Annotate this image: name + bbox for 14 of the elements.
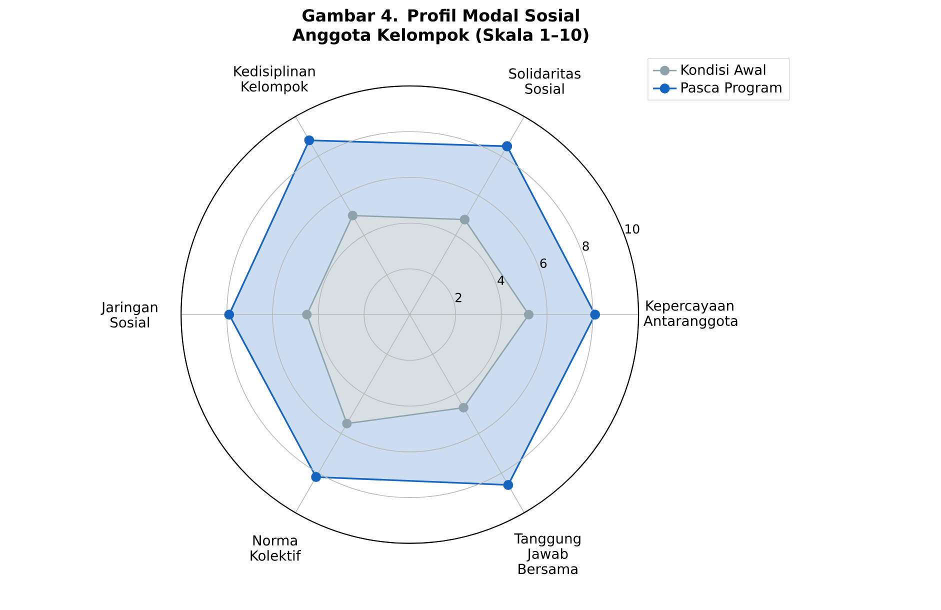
y-tick-label: 8 — [582, 241, 589, 251]
spoke-label: Solidaritas Sosial — [509, 68, 580, 94]
spoke-label: Tanggung Jawab Bersama — [514, 533, 580, 574]
spoke-label: Norma Kolektif — [250, 535, 302, 561]
y-tick-label: 2 — [456, 292, 462, 302]
chart-title: Gambar 4. Profil Modal Sosial Anggota Kelompok (Skala 1–10) — [292, 8, 588, 44]
legend-label: Pasca Program — [682, 82, 782, 96]
y-tick-label: 4 — [498, 276, 504, 285]
spoke-label: Kepercayaan Antaranggota — [644, 300, 738, 329]
spoke-label: Jaringan Sosial — [100, 302, 158, 328]
spoke-label: Kedisiplinan Kelompok — [234, 66, 315, 94]
y-tick-label: 10 — [626, 224, 640, 234]
y-tick-label: 6 — [540, 258, 547, 268]
legend-label: Kondisi Awal — [682, 64, 766, 75]
